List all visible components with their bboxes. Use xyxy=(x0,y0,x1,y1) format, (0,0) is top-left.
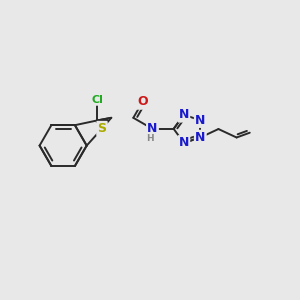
Text: S: S xyxy=(98,122,106,135)
Text: N: N xyxy=(147,122,158,135)
Text: H: H xyxy=(146,134,154,143)
Text: O: O xyxy=(137,95,148,109)
Text: N: N xyxy=(195,131,206,144)
Text: N: N xyxy=(178,108,189,121)
Text: N: N xyxy=(195,114,206,127)
Text: Cl: Cl xyxy=(91,95,103,105)
Text: N: N xyxy=(178,136,189,149)
